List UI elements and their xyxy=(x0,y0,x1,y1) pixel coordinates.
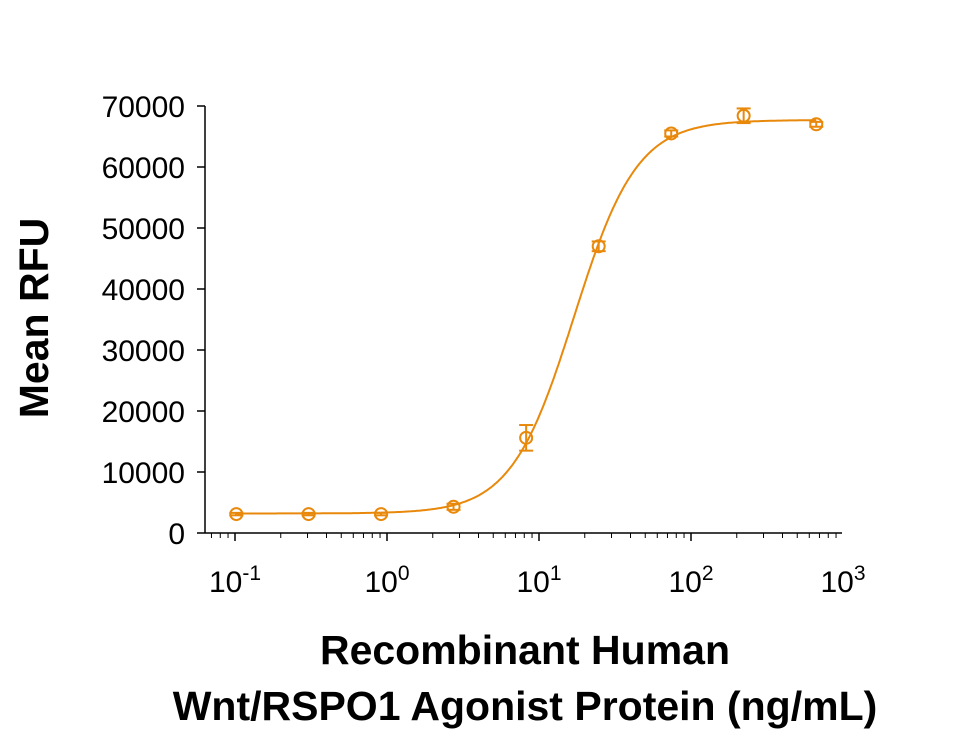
point-marker xyxy=(446,499,461,514)
point-marker xyxy=(591,239,606,254)
data-point xyxy=(809,117,824,132)
y-tick-label: 50000 xyxy=(102,213,185,246)
x-tick-label: 102 xyxy=(668,562,713,599)
x-tick-label: 103 xyxy=(820,562,865,599)
x-tick-label: 10-1 xyxy=(209,562,261,599)
data-point xyxy=(301,507,316,522)
point-marker xyxy=(736,108,751,123)
point-marker xyxy=(809,117,824,132)
y-tick-label: 10000 xyxy=(102,457,185,490)
point-marker xyxy=(374,507,389,522)
data-point xyxy=(446,499,461,514)
y-tick-label: 20000 xyxy=(102,396,185,429)
data-point xyxy=(736,107,751,125)
fit-curve-group xyxy=(235,119,817,515)
data-point xyxy=(374,507,389,522)
point-marker xyxy=(229,507,244,522)
data-point xyxy=(229,507,244,522)
y-tick-label: 40000 xyxy=(102,274,185,307)
point-marker xyxy=(519,430,534,445)
x-axis-label-line2: Wnt/RSPO1 Agonist Protein (ng/mL) xyxy=(173,683,878,729)
data-point xyxy=(664,126,679,141)
y-axis-label: Mean RFU xyxy=(11,218,57,418)
fit-curve xyxy=(235,119,817,515)
data-points xyxy=(229,107,824,522)
y-tick-label: 60000 xyxy=(102,152,185,185)
data-point xyxy=(519,424,534,452)
x-tick-label: 100 xyxy=(364,562,409,599)
x-tick-label: 101 xyxy=(516,562,561,599)
y-tick-label: 0 xyxy=(168,518,185,551)
point-marker xyxy=(664,126,679,141)
y-tick-label: 70000 xyxy=(102,91,185,124)
data-point xyxy=(591,239,606,254)
y-tick-label: 30000 xyxy=(102,335,185,368)
axes: 0 10000 20000 30000 40000 50000 60000 70000 10-1… xyxy=(102,91,866,599)
x-axis-label-line1: Recombinant Human xyxy=(320,627,730,673)
point-marker xyxy=(301,507,316,522)
